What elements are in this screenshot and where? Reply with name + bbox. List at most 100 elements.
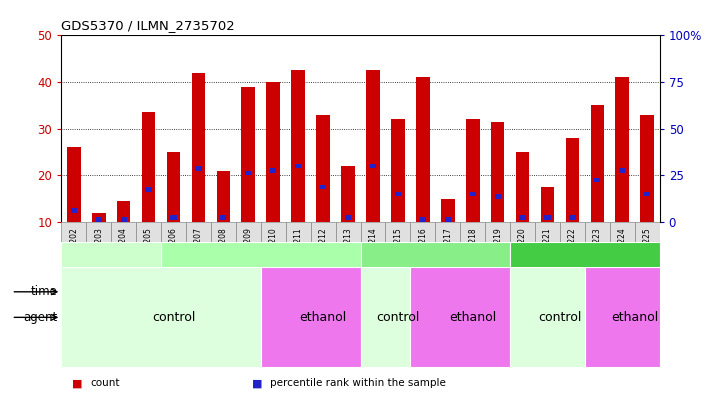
Bar (345, 215, 351, 220)
Text: GSM1131207: GSM1131207 (194, 227, 203, 278)
Bar (266, 82, 280, 222)
Text: ethanol: ethanol (299, 311, 347, 324)
Text: GSM1131202: GSM1131202 (69, 227, 79, 278)
Text: GSM1131215: GSM1131215 (394, 227, 402, 278)
Bar (186, 222, 211, 322)
Bar (585, 267, 660, 367)
Bar (510, 242, 660, 342)
Text: GSM1131218: GSM1131218 (468, 227, 477, 278)
Text: GSM1131212: GSM1131212 (319, 227, 327, 278)
Bar (395, 192, 401, 196)
Text: count: count (90, 378, 120, 388)
Bar (360, 242, 510, 342)
Bar (71, 208, 77, 213)
Bar (96, 217, 102, 222)
Bar (610, 222, 634, 322)
Text: control: control (376, 311, 420, 324)
Text: GSM1131216: GSM1131216 (418, 227, 428, 278)
Text: GSM1131225: GSM1131225 (642, 227, 652, 278)
Bar (291, 70, 305, 222)
Bar (167, 152, 180, 222)
Bar (360, 267, 410, 367)
Bar (335, 222, 360, 322)
Text: GSM1131224: GSM1131224 (618, 227, 627, 278)
Bar (211, 222, 236, 322)
Text: GSM1131211: GSM1131211 (293, 227, 303, 278)
Bar (146, 187, 151, 192)
Bar (560, 222, 585, 322)
Bar (391, 119, 404, 222)
Text: GSM1131209: GSM1131209 (244, 227, 253, 278)
Text: 3 d: 3 d (588, 285, 607, 298)
Text: GSM1131220: GSM1131220 (518, 227, 527, 278)
Bar (460, 222, 485, 322)
Text: ■: ■ (252, 378, 263, 388)
Bar (270, 168, 276, 173)
Bar (341, 166, 355, 222)
Bar (386, 222, 410, 322)
Bar (261, 267, 360, 367)
Text: GDS5370 / ILMN_2735702: GDS5370 / ILMN_2735702 (61, 19, 235, 32)
Bar (441, 199, 455, 222)
Bar (261, 222, 286, 322)
Bar (640, 115, 654, 222)
Bar (111, 222, 136, 322)
Bar (634, 222, 660, 322)
Bar (510, 222, 535, 322)
Bar (466, 119, 479, 222)
Text: control: control (152, 311, 195, 324)
Bar (370, 164, 376, 168)
Bar (594, 178, 601, 182)
Bar (585, 222, 610, 322)
Bar (420, 217, 426, 222)
Text: GSM1131222: GSM1131222 (568, 227, 577, 278)
Bar (535, 222, 560, 322)
Bar (590, 105, 604, 222)
Bar (510, 267, 585, 367)
Text: GSM1131205: GSM1131205 (144, 227, 153, 278)
Bar (435, 222, 460, 322)
Text: GSM1131204: GSM1131204 (119, 227, 128, 278)
Bar (192, 73, 205, 222)
Bar (317, 115, 330, 222)
Bar (142, 112, 156, 222)
Text: GSM1131214: GSM1131214 (368, 227, 378, 278)
Text: GSM1131219: GSM1131219 (493, 227, 502, 278)
Bar (92, 213, 105, 222)
Bar (161, 242, 360, 342)
Bar (120, 217, 127, 222)
Bar (360, 222, 386, 322)
Bar (87, 222, 111, 322)
Bar (170, 215, 177, 220)
Text: ■: ■ (72, 378, 83, 388)
Bar (136, 222, 161, 322)
Bar (242, 87, 255, 222)
Text: GSM1131223: GSM1131223 (593, 227, 602, 278)
Text: time: time (31, 285, 58, 298)
Bar (216, 171, 230, 222)
Bar (644, 192, 650, 196)
Bar (320, 185, 326, 189)
Bar (311, 222, 335, 322)
Text: agent: agent (23, 311, 58, 324)
Bar (67, 147, 81, 222)
Bar (236, 222, 261, 322)
Text: GSM1131210: GSM1131210 (269, 227, 278, 278)
Bar (195, 166, 201, 171)
Bar (520, 215, 526, 220)
Bar (161, 222, 186, 322)
Bar (410, 267, 510, 367)
Text: control: control (539, 311, 582, 324)
Bar (491, 122, 505, 222)
Bar (619, 168, 625, 173)
Bar (117, 201, 131, 222)
Bar (295, 164, 301, 168)
Text: ethanol: ethanol (449, 311, 496, 324)
Bar (410, 222, 435, 322)
Bar (516, 152, 529, 222)
Bar (616, 77, 629, 222)
Text: GSM1131203: GSM1131203 (94, 227, 103, 278)
Bar (221, 215, 226, 220)
Bar (366, 70, 380, 222)
Bar (416, 77, 430, 222)
